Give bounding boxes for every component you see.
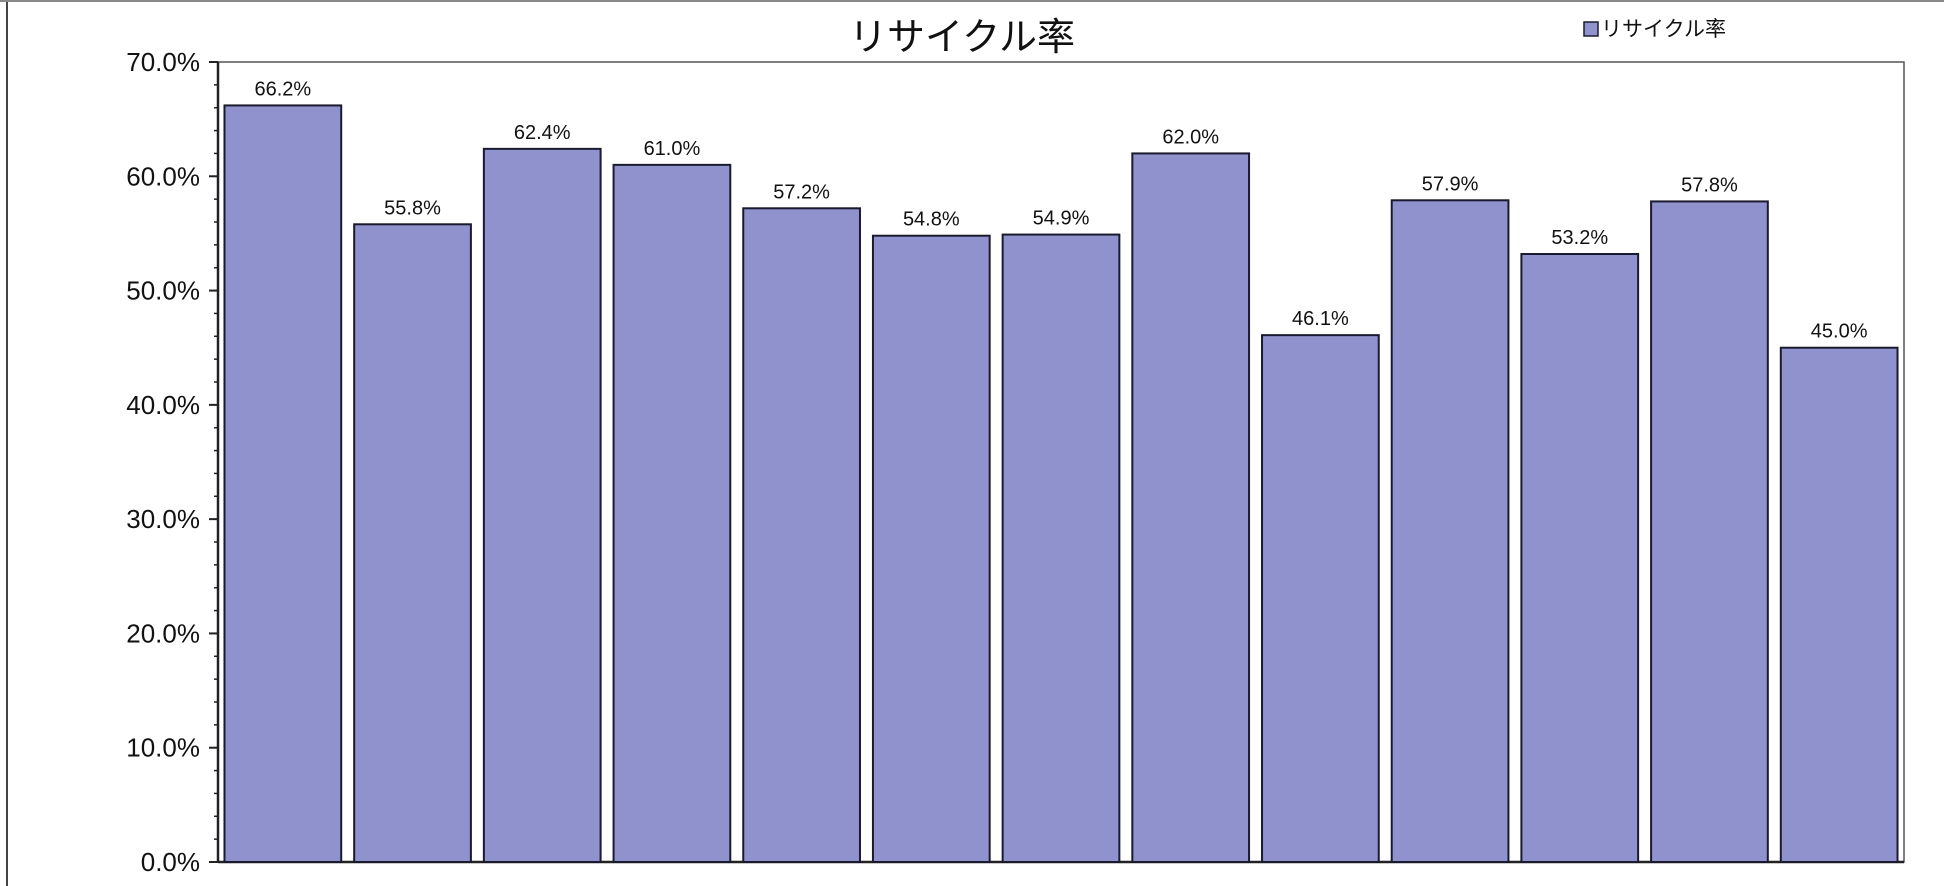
bar xyxy=(1650,200,1769,863)
bar-value-label: 62.4% xyxy=(514,122,571,144)
bar xyxy=(223,104,343,863)
legend: リサイクル率 xyxy=(1583,17,1726,41)
bars xyxy=(223,104,1899,864)
bar-value-label: 57.9% xyxy=(1422,173,1479,195)
bar-value-label: 57.2% xyxy=(773,181,830,203)
bar xyxy=(353,223,472,864)
bar xyxy=(1520,253,1640,863)
bar-value-label: 66.2% xyxy=(254,78,311,100)
bar-value-label: 54.8% xyxy=(903,209,960,231)
y-tick-label: 50.0% xyxy=(126,276,200,306)
y-tick-label: 10.0% xyxy=(126,733,200,763)
bar-value-label: 45.0% xyxy=(1811,321,1868,343)
bar-value-label: 53.2% xyxy=(1551,227,1608,249)
y-tick-label: 40.0% xyxy=(126,390,200,420)
bar-value-label: 54.9% xyxy=(1033,208,1090,230)
chart-title: リサイクル率 xyxy=(849,15,1075,59)
y-tick-label: 0.0% xyxy=(141,847,200,877)
data-labels: 66.2% 55.8% 62.4% 61.0% 57.2% 54.8% 54.9% 62.0%… xyxy=(254,78,1867,342)
bar xyxy=(1001,233,1121,864)
bar xyxy=(482,147,602,864)
y-tick-label: 70.0% xyxy=(126,47,200,77)
bar xyxy=(871,234,991,863)
y-tick-label: 30.0% xyxy=(126,504,200,534)
bar-value-label: 61.0% xyxy=(644,138,701,160)
bar xyxy=(612,163,732,864)
bar-value-label: 62.0% xyxy=(1162,126,1219,148)
y-tick-label: 60.0% xyxy=(126,161,200,191)
bar-value-label: 46.1% xyxy=(1292,308,1349,330)
bar xyxy=(1779,346,1899,863)
bar xyxy=(1390,199,1510,864)
bar xyxy=(742,207,861,864)
bar-value-label: 55.8% xyxy=(384,197,441,219)
legend-swatch xyxy=(1583,21,1599,37)
bar-value-label: 57.8% xyxy=(1681,174,1738,196)
y-tick-label: 20.0% xyxy=(126,618,200,648)
bar xyxy=(1131,152,1251,863)
legend-label: リサイクル率 xyxy=(1601,17,1726,41)
bar xyxy=(1261,334,1380,863)
